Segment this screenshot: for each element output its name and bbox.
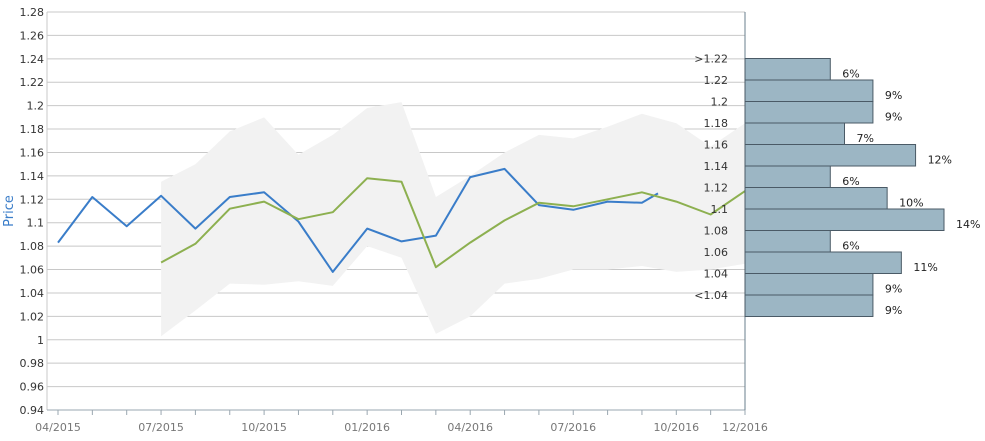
x-tick-label: 12/2016 — [722, 421, 768, 434]
histogram-bar — [744, 187, 888, 210]
histogram-bin-label: 1.16 — [704, 139, 729, 152]
y-tick-label: 0.98 — [20, 357, 45, 370]
histogram-percent-label: 9% — [885, 110, 902, 123]
y-tick-label: 1.16 — [20, 146, 45, 159]
forecast-range-area — [161, 102, 746, 337]
histogram-bin-label: 1.2 — [711, 96, 729, 109]
historical-price-line — [57, 167, 659, 273]
x-tick-label: 04/2016 — [447, 421, 493, 434]
histogram-bar — [744, 58, 831, 81]
histogram-bar — [744, 251, 902, 274]
histogram-bin-label: 1.14 — [704, 160, 729, 173]
histogram-bar — [744, 144, 917, 167]
forecast-price-line — [160, 177, 746, 269]
histogram-percent-label: 6% — [842, 239, 859, 252]
histogram-bin-label: >1.22 — [694, 53, 728, 66]
histogram-percent-label: 12% — [928, 153, 952, 166]
histogram-percent-label: 9% — [885, 304, 902, 317]
histogram-bin-label: 1.04 — [704, 268, 729, 281]
y-tick-label: 1.18 — [20, 123, 45, 136]
histogram-bin-label: 1.22 — [704, 74, 729, 87]
histogram-percent-label: 9% — [885, 282, 902, 295]
histogram-bin-label: 1.08 — [704, 225, 729, 238]
histogram-bar — [744, 208, 945, 231]
histogram-percent-label: 7% — [857, 132, 874, 145]
y-tick-label: 1.12 — [20, 193, 45, 206]
y-tick-label: 1.2 — [27, 100, 45, 113]
histogram-percent-label: 11% — [913, 261, 937, 274]
y-tick-label: 0.94 — [20, 404, 45, 417]
y-tick-label: 1.02 — [20, 310, 45, 323]
y-tick-label: 1.1 — [27, 217, 45, 230]
histogram-bin-label: 1.12 — [704, 182, 729, 195]
y-axis-title: Price — [2, 195, 17, 227]
histogram-percent-label: 14% — [956, 218, 980, 231]
distribution-histogram: 6% >1.22 9% 1.22 9% 1.2 7% 1.18 12% 1.16 6% 1.14 10%… — [694, 53, 980, 317]
histogram-bin-label: <1.04 — [694, 289, 728, 302]
histogram-bar — [744, 79, 874, 102]
histogram-bar — [744, 165, 831, 188]
y-tick-label: 1.26 — [20, 29, 45, 42]
x-tick-label: 01/2016 — [344, 421, 390, 434]
histogram-percent-label: 6% — [842, 175, 859, 188]
histogram-bin-label: 1.1 — [711, 203, 729, 216]
y-tick-label: 0.96 — [20, 381, 45, 394]
x-tick-label: 04/2015 — [35, 421, 81, 434]
histogram-bin-label: 1.06 — [704, 246, 729, 259]
histogram-percent-label: 9% — [885, 89, 902, 102]
histogram-bar — [744, 294, 874, 317]
y-tick-label: 1.08 — [20, 240, 45, 253]
x-tick-label: 10/2015 — [241, 421, 287, 434]
x-tick-label: 07/2015 — [138, 421, 184, 434]
histogram-bar — [744, 230, 831, 253]
histogram-percent-label: 10% — [899, 196, 923, 209]
histogram-bin-label: 1.18 — [704, 117, 729, 130]
histogram-percent-label: 6% — [842, 67, 859, 80]
y-tick-label: 1.28 — [20, 6, 45, 19]
range-band — [161, 102, 746, 337]
y-tick-label: 1.14 — [20, 170, 45, 183]
histogram-bar — [744, 273, 874, 296]
histogram-bar — [744, 122, 845, 145]
x-tick-label: 07/2016 — [550, 421, 596, 434]
series-lines — [57, 167, 746, 273]
x-tick-label: 10/2016 — [653, 421, 699, 434]
histogram-bar — [744, 101, 874, 124]
y-tick-label: 1.22 — [20, 76, 45, 89]
y-axis: 0.94 0.96 0.98 1 1.02 1.04 1.06 1.08 1.1 1.12 1.14… — [20, 6, 48, 417]
y-tick-label: 1.04 — [20, 287, 45, 300]
y-tick-label: 1 — [37, 334, 44, 347]
y-tick-label: 1.06 — [20, 264, 45, 277]
y-tick-label: 1.24 — [20, 53, 45, 66]
